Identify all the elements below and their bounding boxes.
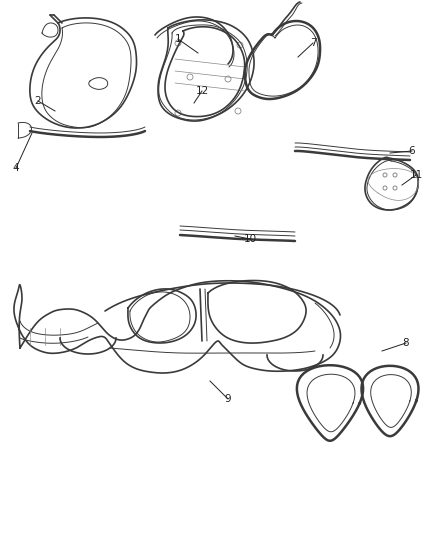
Text: 11: 11 [410, 170, 423, 180]
Text: 8: 8 [403, 338, 410, 348]
Text: 6: 6 [409, 146, 415, 156]
Text: 7: 7 [310, 38, 316, 48]
Text: 12: 12 [195, 86, 208, 96]
Text: 2: 2 [35, 96, 41, 106]
Text: 10: 10 [244, 234, 257, 244]
Text: 9: 9 [225, 394, 231, 404]
Text: 4: 4 [13, 163, 19, 173]
Text: 1: 1 [175, 34, 181, 44]
